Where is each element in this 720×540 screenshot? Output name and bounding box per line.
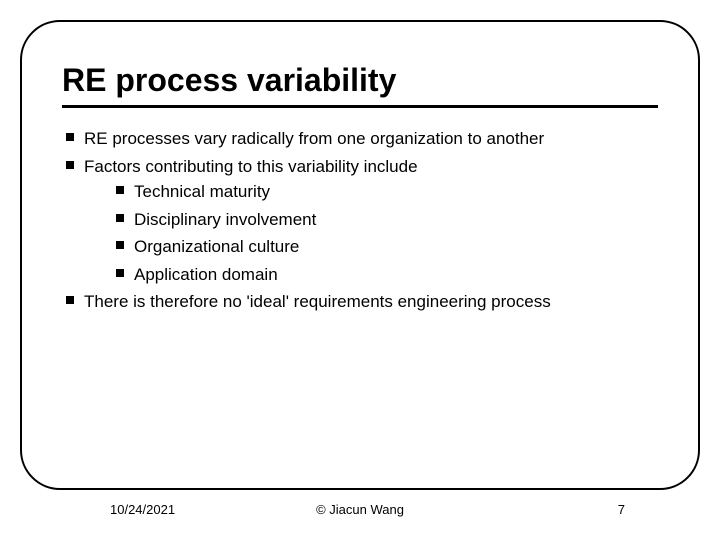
bullet-item: Factors contributing to this variability… (62, 154, 658, 288)
slide-footer: 10/24/2021 © Jiacun Wang 7 (0, 502, 720, 522)
nested-bullet-list: Technical maturity Disciplinary involvem… (112, 179, 658, 287)
nested-bullet-item: Disciplinary involvement (112, 207, 658, 233)
nested-bullet-item: Application domain (112, 262, 658, 288)
footer-date: 10/24/2021 (110, 502, 175, 517)
nested-bullet-item: Organizational culture (112, 234, 658, 260)
footer-page: 7 (618, 502, 625, 517)
nested-bullet-item: Technical maturity (112, 179, 658, 205)
bullet-list: RE processes vary radically from one org… (62, 126, 658, 315)
footer-author: © Jiacun Wang (316, 502, 404, 517)
slide-frame: RE process variability RE processes vary… (20, 20, 700, 490)
bullet-text: Factors contributing to this variability… (84, 157, 418, 176)
bullet-item: There is therefore no 'ideal' requiremen… (62, 289, 658, 315)
slide-title: RE process variability (62, 62, 658, 108)
bullet-item: RE processes vary radically from one org… (62, 126, 658, 152)
